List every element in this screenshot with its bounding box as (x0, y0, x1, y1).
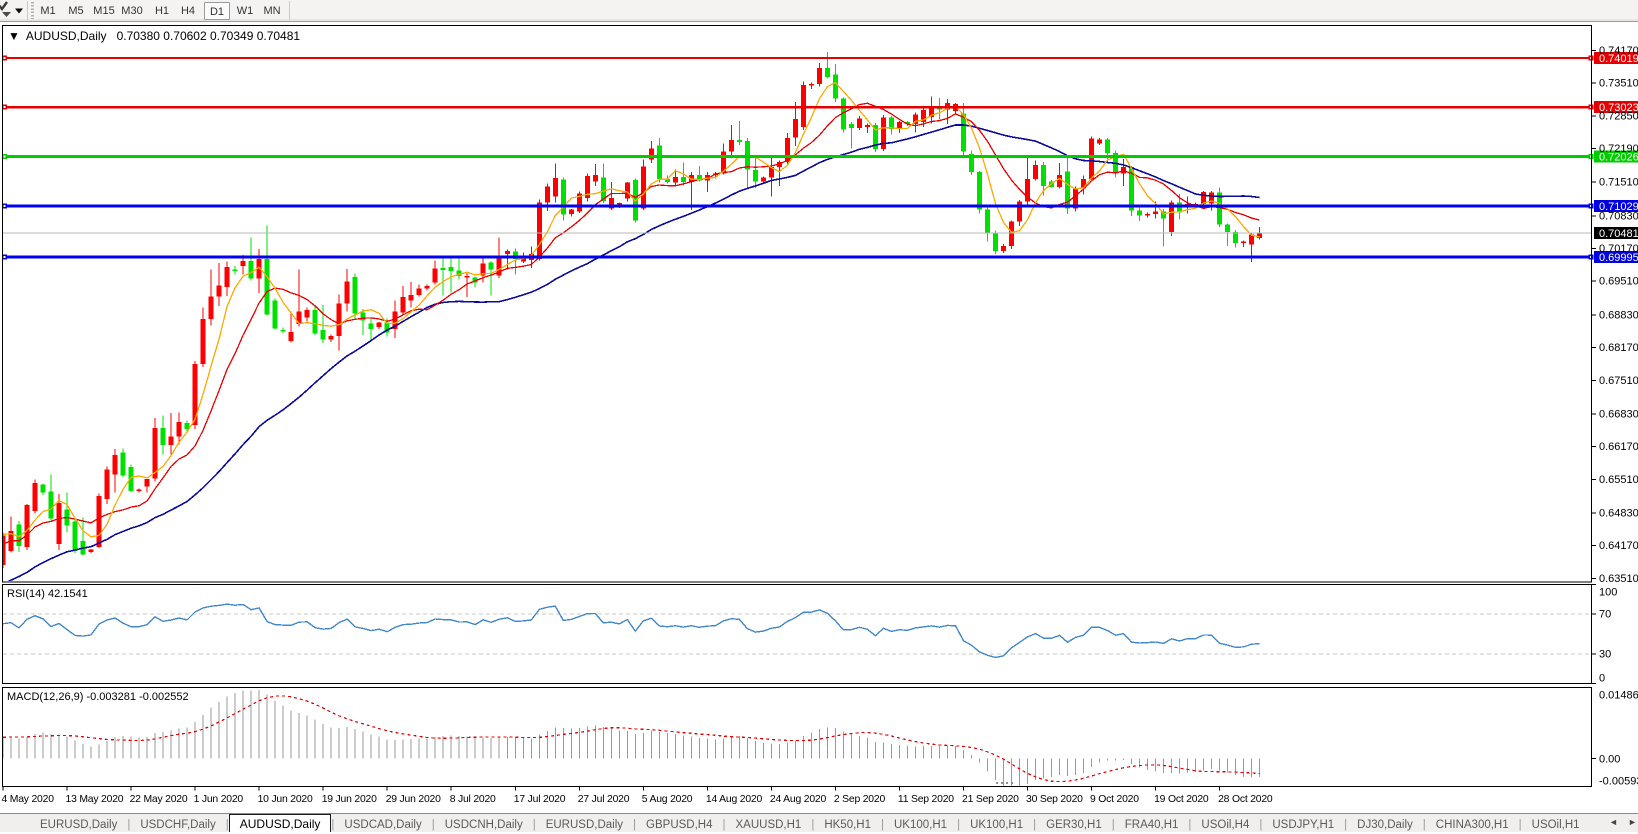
svg-text:0.68830: 0.68830 (1599, 309, 1638, 321)
svg-text:0.71029: 0.71029 (1599, 201, 1638, 213)
svg-text:0.71510: 0.71510 (1599, 177, 1638, 189)
svg-text:70: 70 (1599, 609, 1611, 621)
svg-text:0.014861: 0.014861 (1599, 690, 1638, 702)
svg-text:0.64830: 0.64830 (1599, 508, 1638, 520)
svg-text:9 Oct 2020: 9 Oct 2020 (1090, 794, 1139, 805)
svg-text:0.72190: 0.72190 (1599, 143, 1638, 155)
svg-text:19 Jun 2020: 19 Jun 2020 (322, 794, 377, 805)
svg-text:8 Jul 2020: 8 Jul 2020 (450, 794, 496, 805)
svg-text:0.72850: 0.72850 (1599, 110, 1638, 122)
svg-text:0.67510: 0.67510 (1599, 375, 1638, 387)
svg-text:0.69510: 0.69510 (1599, 276, 1638, 288)
svg-text:28 Oct 2020: 28 Oct 2020 (1218, 794, 1273, 805)
svg-text:11 Sep 2020: 11 Sep 2020 (898, 794, 954, 805)
svg-text:0: 0 (1599, 673, 1605, 685)
svg-text:29 Jun 2020: 29 Jun 2020 (386, 794, 441, 805)
svg-text:0.68170: 0.68170 (1599, 342, 1638, 354)
svg-text:0.70830: 0.70830 (1599, 210, 1638, 222)
svg-text:0.70170: 0.70170 (1599, 243, 1638, 255)
svg-text:0.00: 0.00 (1599, 754, 1620, 766)
svg-text:0.72026: 0.72026 (1599, 152, 1638, 164)
svg-text:30: 30 (1599, 648, 1611, 660)
svg-text:0.74019: 0.74019 (1599, 53, 1638, 65)
svg-text:RSI(14) 42.1541: RSI(14) 42.1541 (7, 588, 88, 600)
svg-text:10 Jun 2020: 10 Jun 2020 (258, 794, 313, 805)
svg-text:24 Aug 2020: 24 Aug 2020 (770, 794, 827, 805)
svg-text:19 Oct 2020: 19 Oct 2020 (1154, 794, 1209, 805)
svg-text:MACD(12,26,9) -0.003281 -0.002: MACD(12,26,9) -0.003281 -0.002552 (7, 691, 189, 703)
svg-text:2 Sep 2020: 2 Sep 2020 (834, 794, 886, 805)
svg-text:17 Jul 2020: 17 Jul 2020 (514, 794, 566, 805)
svg-text:0.66170: 0.66170 (1599, 441, 1638, 453)
svg-text:100: 100 (1599, 587, 1617, 599)
svg-text:0.65510: 0.65510 (1599, 474, 1638, 486)
svg-text:-0.005936: -0.005936 (1599, 776, 1638, 788)
svg-text:30 Sep 2020: 30 Sep 2020 (1026, 794, 1083, 805)
svg-text:0.74170: 0.74170 (1599, 45, 1638, 57)
svg-text:0.73023: 0.73023 (1599, 102, 1638, 114)
svg-text:21 Sep 2020: 21 Sep 2020 (962, 794, 1019, 805)
svg-text:13 May 2020: 13 May 2020 (66, 794, 124, 805)
svg-text:0.73510: 0.73510 (1599, 78, 1638, 90)
svg-text:22 May 2020: 22 May 2020 (130, 794, 188, 805)
svg-text:0.70481: 0.70481 (1599, 228, 1638, 240)
svg-text:0.64170: 0.64170 (1599, 540, 1638, 552)
svg-text:1 Jun 2020: 1 Jun 2020 (194, 794, 244, 805)
svg-text:0.69995: 0.69995 (1599, 252, 1638, 264)
svg-text:5 Aug 2020: 5 Aug 2020 (642, 794, 693, 805)
svg-text:4 May 2020: 4 May 2020 (2, 794, 55, 805)
svg-text:0.66830: 0.66830 (1599, 409, 1638, 421)
svg-text:0.63510: 0.63510 (1599, 573, 1638, 585)
svg-text:14 Aug 2020: 14 Aug 2020 (706, 794, 763, 805)
svg-text:27 Jul 2020: 27 Jul 2020 (578, 794, 630, 805)
